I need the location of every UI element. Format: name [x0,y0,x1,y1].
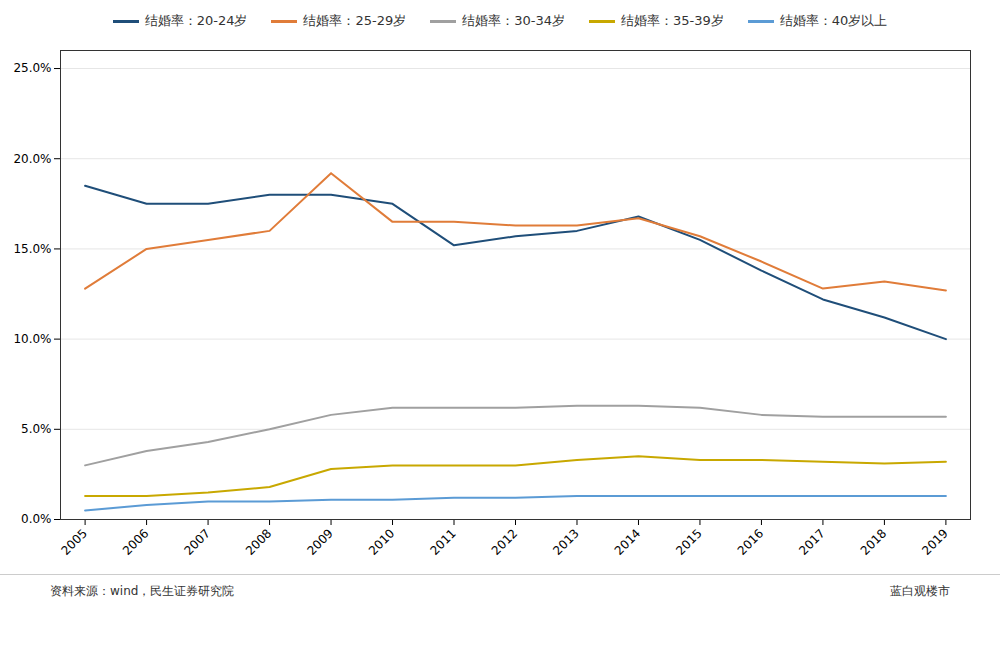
svg-text:2014: 2014 [612,526,643,557]
svg-text:2007: 2007 [181,526,212,557]
svg-text:15.0%: 15.0% [13,242,51,256]
svg-text:2005: 2005 [58,526,89,557]
svg-text:2018: 2018 [858,526,889,557]
svg-text:2019: 2019 [919,526,950,557]
html-text:资料来源：wind，民生证券研究院: 资料来源：wind，民生证券研究院 [50,584,235,598]
svg-text:20.0%: 20.0% [13,152,51,166]
html-text:蓝白观楼市: 蓝白观楼市 [890,584,950,598]
svg-text:10.0%: 10.0% [13,332,51,346]
svg-text:5.0%: 5.0% [21,422,52,436]
svg-text:2009: 2009 [304,526,335,557]
svg-text:0.0%: 0.0% [21,512,52,526]
html-text:结婚率：30-34岁: 结婚率：30-34岁 [462,13,565,28]
svg-text:2008: 2008 [243,526,274,557]
svg-text:2010: 2010 [366,526,397,557]
html-text:结婚率：25-29岁: 结婚率：25-29岁 [303,13,407,28]
html-text:结婚率：40岁以上: 结婚率：40岁以上 [779,13,888,28]
html-text:结婚率：20-24岁: 结婚率：20-24岁 [144,13,248,28]
svg-text:2017: 2017 [796,526,827,557]
svg-text:2006: 2006 [120,526,151,557]
svg-text:25.0%: 25.0% [13,61,51,75]
svg-text:2012: 2012 [489,526,520,557]
svg-text:2011: 2011 [427,526,458,557]
svg-text:2016: 2016 [735,526,766,557]
svg-text:2015: 2015 [673,526,704,557]
html-text:结婚率：35-39岁: 结婚率：35-39岁 [621,13,724,28]
svg-text:2013: 2013 [550,526,581,557]
